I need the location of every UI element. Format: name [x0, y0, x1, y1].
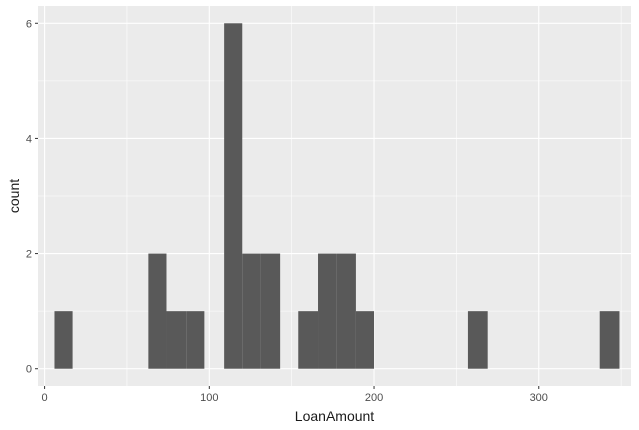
- histogram-bar: [54, 311, 73, 369]
- histogram-bar: [260, 253, 281, 369]
- x-tick-label: 100: [200, 392, 218, 404]
- histogram-bar: [336, 253, 356, 369]
- histogram-bar: [224, 23, 243, 369]
- histogram-bar: [186, 311, 205, 369]
- histogram-bar: [242, 253, 261, 369]
- histogram-bar: [599, 311, 620, 369]
- y-tick-label: 4: [26, 133, 32, 145]
- histogram-bars: [54, 23, 620, 369]
- histogram-bar: [467, 311, 488, 369]
- x-axis-title: LoanAmount: [295, 408, 375, 424]
- histogram-bar: [166, 311, 187, 369]
- x-tick-label: 300: [530, 392, 548, 404]
- minor-gridlines: [38, 6, 631, 386]
- y-axis: 0 2 4 6: [26, 18, 38, 376]
- histogram-bar: [318, 253, 337, 369]
- x-tick-label: 200: [365, 392, 383, 404]
- y-tick-label: 0: [26, 364, 32, 376]
- x-axis: 0 100 200 300: [42, 386, 548, 404]
- histogram-bar: [355, 311, 375, 369]
- x-tick-label: 0: [42, 392, 48, 404]
- y-tick-label: 2: [26, 249, 32, 261]
- histogram-bar: [148, 253, 167, 369]
- y-tick-label: 6: [26, 18, 32, 30]
- histogram-bar: [298, 311, 319, 369]
- y-axis-title: count: [6, 179, 22, 213]
